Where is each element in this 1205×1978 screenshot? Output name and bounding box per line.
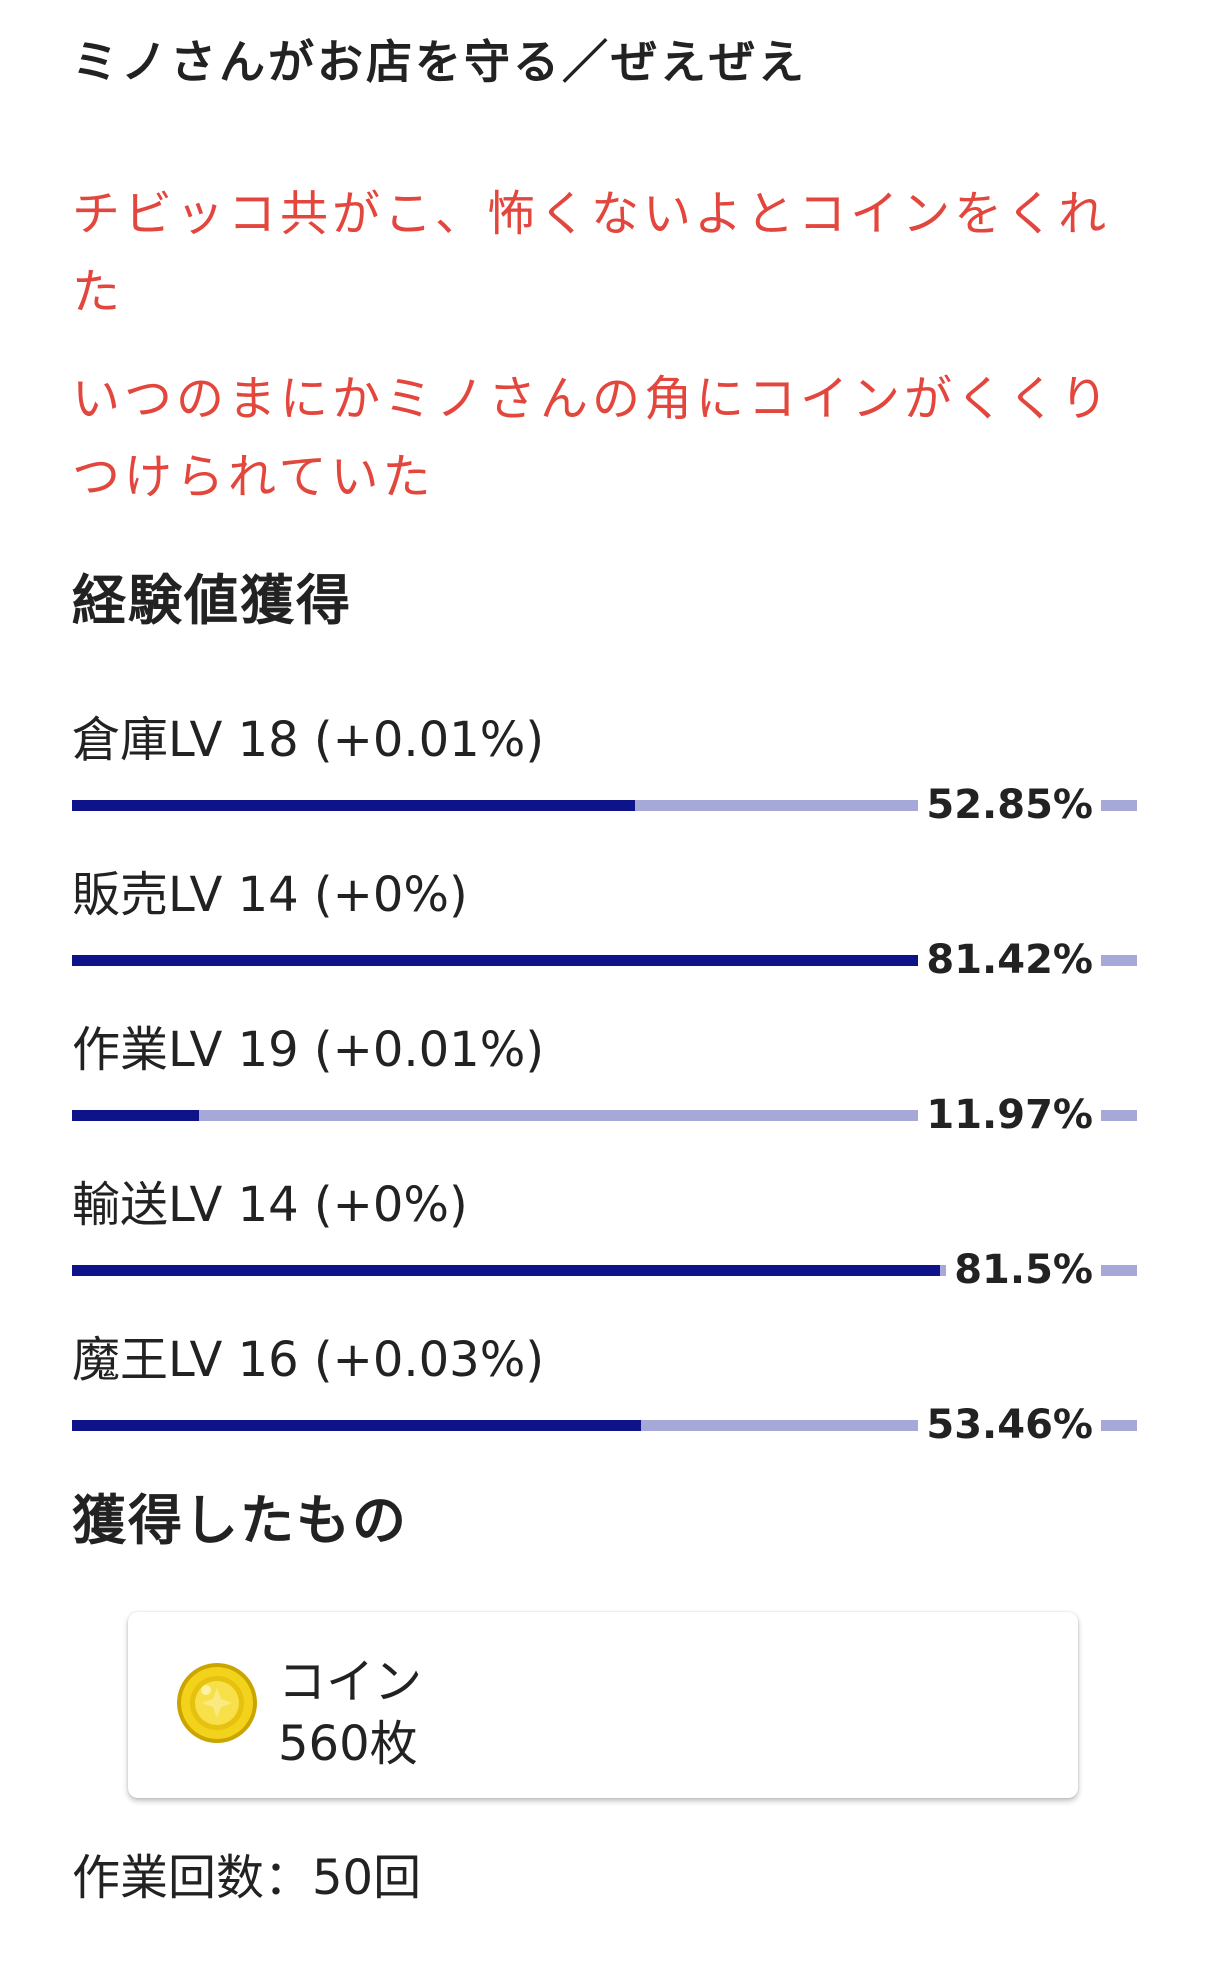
progress-percent: 81.5% [946,1246,1101,1294]
progress-fill [72,1265,940,1276]
gold-coin-icon [177,1663,257,1743]
skill-label: 倉庫LV 18 (+0.01%) [72,712,545,768]
progress-track [72,1420,1137,1431]
progress-fill [72,1110,200,1121]
skill-row-transport: 輸送LV 14 (+0%) 81.5% [72,1165,1137,1315]
progress-track [72,1265,1137,1276]
event-message-2: いつのまにかミノさんの角にコインがくくりつけられていた [72,371,1113,505]
item-card-coin[interactable]: コイン 560枚 [128,1612,1078,1798]
progress-percent: 53.46% [918,1401,1101,1449]
skill-progress-bar: 11.97% [72,1091,1137,1139]
page-title: ミノさんがお店を守る／ぜえぜえ [72,35,807,89]
progress-percent: 52.85% [918,781,1101,829]
work-count: 作業回数：50回 [72,1850,422,1906]
skill-row-storage: 倉庫LV 18 (+0.01%) 52.85% [72,700,1137,850]
skill-label: 販売LV 14 (+0%) [72,867,468,923]
skill-progress-bar: 53.46% [72,1401,1137,1449]
skill-progress-bar: 81.42% [72,936,1137,984]
acquired-heading: 獲得したもの [72,1489,408,1552]
progress-track [72,1110,1137,1121]
skill-row-sales: 販売LV 14 (+0%) 81.42% [72,855,1137,1005]
skill-label: 輸送LV 14 (+0%) [72,1177,468,1233]
skill-progress-bar: 52.85% [72,781,1137,829]
progress-percent: 81.42% [918,936,1101,984]
item-name: コイン [278,1654,423,1710]
skill-row-demon-king: 魔王LV 16 (+0.03%) 53.46% [72,1320,1137,1470]
progress-track [72,955,1137,966]
skill-label: 作業LV 19 (+0.01%) [72,1022,545,1078]
progress-fill [72,955,940,966]
progress-fill [72,800,635,811]
item-quantity: 560枚 [278,1716,418,1772]
skill-row-work: 作業LV 19 (+0.01%) 11.97% [72,1010,1137,1160]
skill-progress-bar: 81.5% [72,1246,1137,1294]
exp-heading: 経験値獲得 [72,569,352,632]
progress-fill [72,1420,642,1431]
skill-label: 魔王LV 16 (+0.03%) [72,1332,545,1388]
progress-track [72,800,1137,811]
event-message-1: チビッコ共がこ、怖くないよとコインをくれた [72,186,1111,320]
progress-percent: 11.97% [918,1091,1101,1139]
